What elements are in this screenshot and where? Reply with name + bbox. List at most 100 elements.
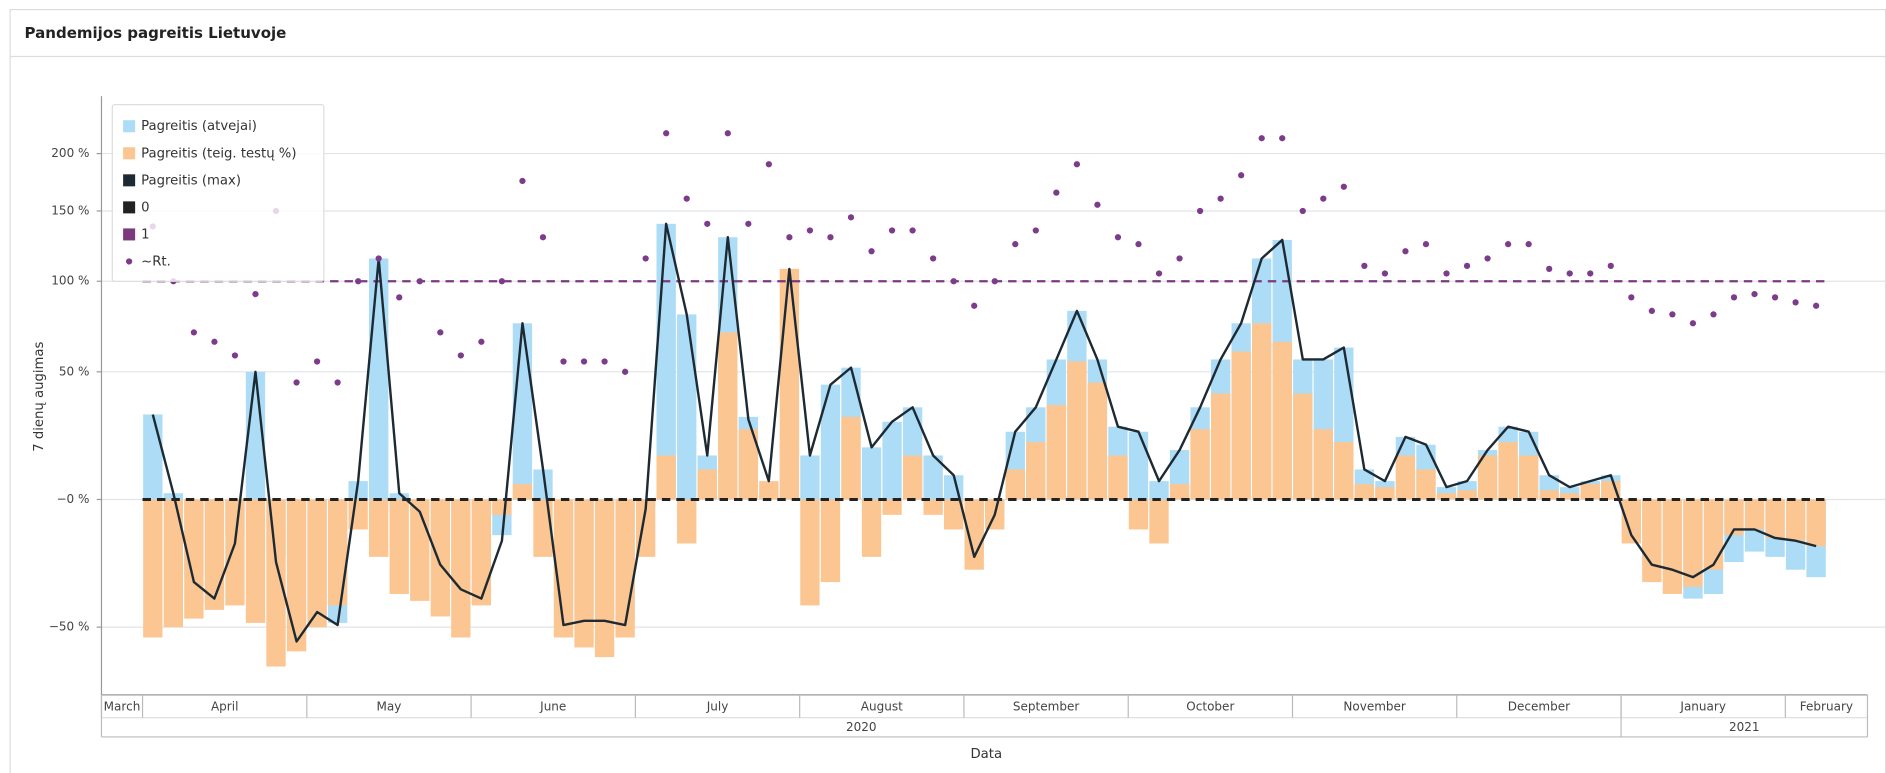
rt-point	[1217, 195, 1224, 202]
month-label: December	[1508, 699, 1570, 713]
bar	[1662, 499, 1683, 594]
legend-swatch	[123, 147, 136, 160]
bar	[286, 499, 307, 652]
rt-point	[1669, 311, 1676, 318]
month-label: November	[1343, 699, 1406, 713]
bar	[1436, 493, 1457, 500]
rt-point	[1114, 234, 1122, 241]
legend-label: ~Rt.	[141, 254, 171, 269]
bar	[574, 499, 594, 648]
rt-point	[190, 329, 198, 336]
bar	[1395, 455, 1416, 500]
rt-point	[724, 130, 731, 137]
rt-point	[560, 358, 567, 365]
bar	[1190, 429, 1210, 500]
bar	[245, 499, 266, 623]
bar	[1457, 490, 1477, 500]
bar	[369, 499, 389, 557]
bar	[163, 499, 184, 628]
bar	[471, 499, 492, 606]
bar	[1067, 361, 1087, 500]
bar	[882, 421, 902, 500]
rt-point	[580, 358, 588, 365]
rt-point	[601, 358, 608, 365]
rt-point	[1813, 302, 1820, 309]
y-tick-label: 200 %	[51, 146, 89, 160]
bar	[1806, 499, 1826, 547]
bar	[1477, 455, 1498, 500]
bar	[1498, 442, 1518, 500]
rt-point	[334, 379, 341, 386]
rt-point	[827, 234, 834, 241]
rt-point	[1710, 311, 1717, 318]
bar	[1683, 499, 1703, 587]
rt-point	[1340, 183, 1347, 190]
y-tick-label: 100 %	[51, 274, 89, 288]
rt-point	[1587, 270, 1594, 277]
rt-point	[971, 302, 978, 309]
rt-point	[1566, 270, 1573, 277]
chart-title: Pandemijos pagreitis Lietuvoje	[25, 24, 287, 42]
x-axis: March April May June July August September Octo…	[100, 694, 1869, 738]
rt-point	[683, 195, 690, 202]
rt-point	[252, 290, 259, 298]
bar	[1785, 499, 1806, 541]
bar	[512, 484, 533, 500]
bar	[841, 416, 861, 500]
rt-point	[1607, 262, 1614, 270]
legend-swatch	[123, 120, 136, 133]
bar	[533, 469, 553, 500]
bar	[389, 493, 409, 500]
legend-swatch	[126, 258, 133, 265]
rt-point	[642, 255, 649, 262]
bar	[348, 481, 368, 500]
rt-point	[1484, 255, 1491, 262]
bar	[1149, 499, 1169, 544]
rt-point	[1053, 189, 1060, 196]
bar	[1026, 442, 1046, 500]
rt-point	[519, 177, 526, 185]
bar	[1149, 481, 1169, 500]
bar	[1313, 429, 1333, 500]
rt-point	[355, 278, 362, 285]
bar	[1765, 499, 1785, 538]
bar	[143, 414, 163, 500]
rt-point	[1730, 294, 1738, 301]
bar	[1580, 484, 1600, 500]
rt-point	[1176, 255, 1183, 262]
rt-point	[786, 234, 793, 241]
month-label: May	[377, 699, 402, 713]
bar	[861, 447, 882, 500]
bar	[800, 499, 820, 606]
month-label: January	[1679, 699, 1726, 713]
rt-point	[1422, 241, 1430, 248]
rt-point	[1381, 270, 1389, 277]
rt-point	[1525, 241, 1532, 248]
bar	[615, 499, 635, 638]
bar	[656, 455, 676, 500]
y-tick-label: 50 %	[59, 364, 90, 378]
rt-point	[498, 278, 506, 285]
bar	[1293, 393, 1313, 500]
bar	[1108, 455, 1128, 500]
rt-point	[1463, 262, 1471, 270]
bar	[1724, 499, 1744, 536]
rt-point	[745, 220, 752, 227]
bar	[759, 481, 779, 500]
rt-point	[1648, 307, 1655, 315]
bar	[307, 499, 327, 628]
rt-point	[621, 368, 629, 375]
bar	[882, 499, 902, 515]
bar	[923, 499, 943, 515]
bar	[1169, 484, 1190, 500]
rt-point	[909, 227, 916, 234]
bar	[1375, 487, 1395, 500]
bar	[1210, 393, 1231, 500]
bar	[820, 384, 841, 500]
legend-label: 1	[141, 227, 149, 242]
bar	[902, 455, 923, 500]
bar	[266, 499, 286, 667]
month-label: October	[1186, 699, 1234, 713]
bar	[1005, 469, 1025, 500]
